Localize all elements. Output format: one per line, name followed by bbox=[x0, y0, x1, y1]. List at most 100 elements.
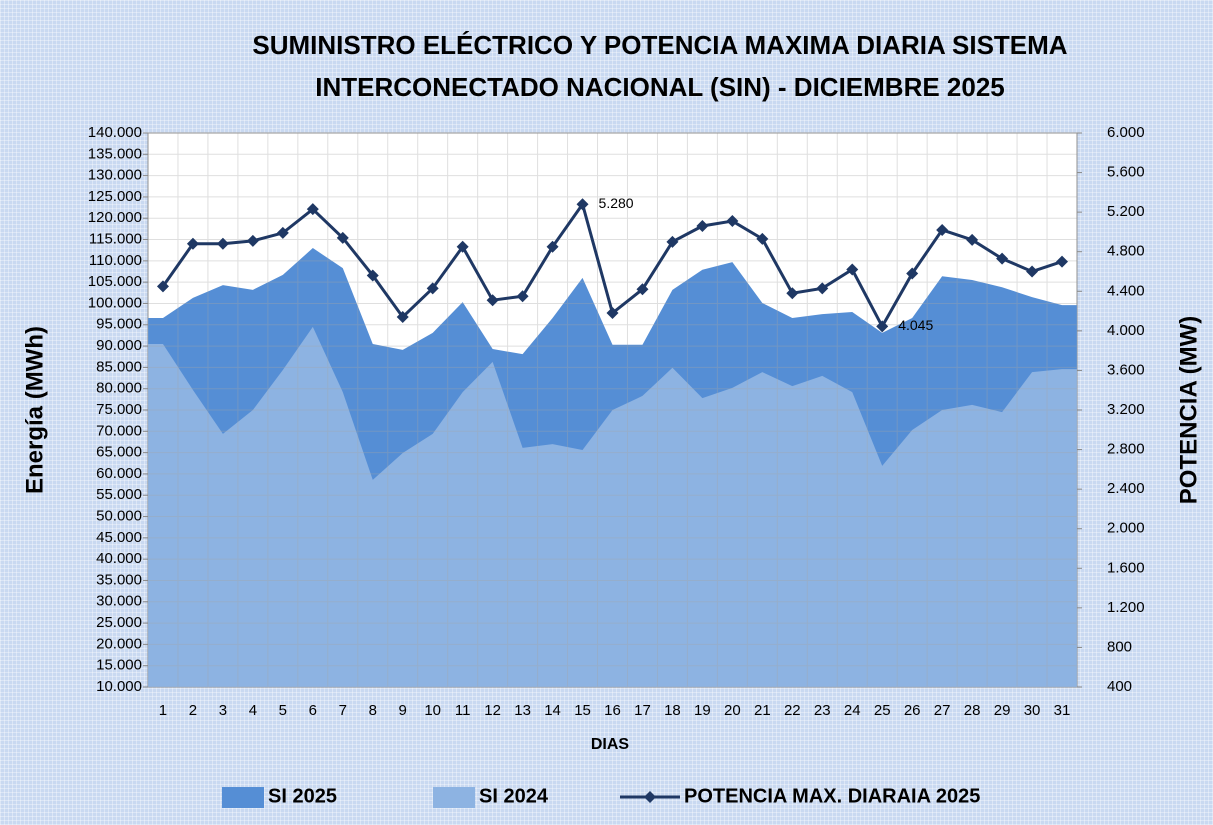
y-tick-label: 110.000 bbox=[89, 252, 142, 269]
x-tick-label: 25 bbox=[874, 702, 891, 719]
marker bbox=[906, 267, 919, 280]
marker bbox=[516, 290, 529, 303]
marker bbox=[1026, 265, 1039, 278]
legend-swatch bbox=[433, 787, 475, 808]
y-tick-label: 25.000 bbox=[96, 614, 142, 631]
marker bbox=[306, 203, 319, 216]
marker bbox=[726, 215, 739, 228]
marker bbox=[876, 320, 889, 333]
marker bbox=[156, 280, 169, 293]
y-tick-label: 80.000 bbox=[96, 380, 142, 397]
marker bbox=[666, 235, 679, 248]
x-tick-label: 17 bbox=[634, 702, 651, 719]
marker bbox=[456, 240, 469, 253]
x-tick-label: 21 bbox=[754, 702, 771, 719]
x-tick-label: 13 bbox=[514, 702, 531, 719]
x-tick-label: 30 bbox=[1024, 702, 1041, 719]
y-tick-label: 105.000 bbox=[88, 273, 142, 290]
y-tick-label: 115.000 bbox=[89, 231, 142, 248]
y2-tick-label: 4.000 bbox=[1107, 322, 1145, 339]
legend-swatch bbox=[222, 787, 264, 808]
x-tick-label: 26 bbox=[904, 702, 921, 719]
marker bbox=[696, 219, 709, 232]
chart-title: SUMINISTRO ELÉCTRICO Y POTENCIA MAXIMA D… bbox=[252, 30, 1067, 60]
x-tick-label: 18 bbox=[664, 702, 681, 719]
marker bbox=[366, 269, 379, 282]
y-tick-label: 35.000 bbox=[96, 571, 142, 588]
y2-tick-label: 6.000 bbox=[1107, 124, 1145, 141]
y-tick-label: 85.000 bbox=[96, 358, 142, 375]
grid bbox=[147, 132, 1078, 688]
y-tick-label: 95.000 bbox=[96, 316, 142, 333]
x-tick-label: 16 bbox=[604, 702, 621, 719]
y2-tick-label: 3.200 bbox=[1107, 401, 1145, 418]
x-tick-label: 4 bbox=[249, 702, 257, 719]
legend-label: SI 2025 bbox=[268, 785, 337, 807]
y-tick-label: 70.000 bbox=[96, 422, 142, 439]
marker bbox=[636, 283, 649, 296]
y2-tick-label: 1.200 bbox=[1107, 599, 1145, 616]
y-tick-label: 10.000 bbox=[96, 678, 142, 695]
legend-label: SI 2024 bbox=[479, 785, 549, 807]
marker bbox=[426, 282, 439, 295]
y2-tick-label: 5.600 bbox=[1107, 164, 1145, 181]
y-tick-label: 45.000 bbox=[96, 529, 142, 546]
x-tick-label: 2 bbox=[189, 702, 197, 719]
y-tick-label: 140.000 bbox=[88, 124, 142, 141]
marks bbox=[148, 248, 1077, 688]
x-tick-label: 5 bbox=[279, 702, 287, 719]
x-tick-label: 3 bbox=[219, 702, 227, 719]
marker bbox=[996, 252, 1009, 265]
marker bbox=[576, 198, 589, 211]
y2-tick-label: 2.800 bbox=[1107, 441, 1145, 458]
x-tick-label: 6 bbox=[309, 702, 317, 719]
marker bbox=[546, 240, 559, 253]
marker bbox=[786, 287, 799, 300]
marker bbox=[846, 263, 859, 276]
x-tick-label: 15 bbox=[574, 702, 591, 719]
legend-marker bbox=[644, 791, 656, 803]
chart-title: INTERCONECTADO NACIONAL (SIN) - DICIEMBR… bbox=[315, 72, 1005, 102]
y-tick-label: 15.000 bbox=[96, 657, 142, 674]
x-tick-label: 1 bbox=[159, 702, 167, 719]
x-tick-label: 29 bbox=[994, 702, 1011, 719]
x-tick-label: 23 bbox=[814, 702, 831, 719]
marker bbox=[186, 237, 199, 250]
y2-tick-label: 400 bbox=[1107, 678, 1132, 695]
y-tick-label: 30.000 bbox=[96, 593, 142, 610]
y-tick-label: 120.000 bbox=[88, 209, 142, 226]
y-tick-label: 40.000 bbox=[96, 550, 142, 567]
y2-tick-label: 1.600 bbox=[1107, 559, 1145, 576]
marker bbox=[396, 311, 409, 324]
y2-axis-label: POTENCIA (MW) bbox=[1175, 316, 1202, 504]
x-tick-label: 9 bbox=[399, 702, 407, 719]
x-axis-label: DIAS bbox=[591, 736, 630, 753]
x-tick-label: 12 bbox=[484, 702, 501, 719]
x-tick-label: 27 bbox=[934, 702, 951, 719]
y-tick-label: 90.000 bbox=[96, 337, 142, 354]
y2-tick-label: 3.600 bbox=[1107, 361, 1145, 378]
x-tick-label: 20 bbox=[724, 702, 741, 719]
marker bbox=[816, 282, 829, 295]
y-tick-label: 55.000 bbox=[96, 486, 142, 503]
y-tick-label: 100.000 bbox=[88, 294, 142, 311]
y2-tick-label: 5.200 bbox=[1107, 203, 1145, 220]
data-label: 5.280 bbox=[599, 195, 634, 211]
marker bbox=[1056, 255, 1069, 268]
legend-label: POTENCIA MAX. DIARAIA 2025 bbox=[684, 785, 980, 807]
y-axis-label: Energía (MWh) bbox=[21, 326, 48, 494]
marker bbox=[276, 226, 289, 239]
y-tick-label: 130.000 bbox=[88, 167, 142, 184]
y-tick-label: 135.000 bbox=[88, 145, 142, 162]
y-tick-label: 20.000 bbox=[96, 635, 142, 652]
y-tick-label: 65.000 bbox=[96, 444, 142, 461]
x-tick-label: 7 bbox=[339, 702, 347, 719]
marker bbox=[486, 294, 499, 307]
x-tick-label: 24 bbox=[844, 702, 861, 719]
y2-tick-label: 800 bbox=[1107, 638, 1132, 655]
x-tick-label: 14 bbox=[544, 702, 561, 719]
x-tick-label: 8 bbox=[369, 702, 377, 719]
x-tick-label: 22 bbox=[784, 702, 801, 719]
